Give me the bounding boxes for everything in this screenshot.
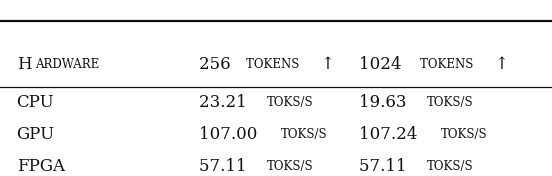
Text: 19.63: 19.63 xyxy=(359,95,412,111)
Text: TOKS/S: TOKS/S xyxy=(281,128,327,141)
Text: 1024: 1024 xyxy=(359,56,407,73)
Text: TOKS/S: TOKS/S xyxy=(267,160,314,173)
Text: 107.00: 107.00 xyxy=(199,126,262,143)
Text: H: H xyxy=(17,56,31,73)
Text: 107.24: 107.24 xyxy=(359,126,422,143)
Text: FPGA: FPGA xyxy=(17,158,65,175)
Text: TOKS/S: TOKS/S xyxy=(427,96,474,109)
Text: TOKS/S: TOKS/S xyxy=(427,160,474,173)
Text: ARDWARE: ARDWARE xyxy=(35,58,100,71)
Text: TOKS/S: TOKS/S xyxy=(267,96,314,109)
Text: ↑: ↑ xyxy=(494,56,508,73)
Text: CPU: CPU xyxy=(17,95,54,111)
Text: ↑: ↑ xyxy=(320,56,334,73)
Text: 23.21: 23.21 xyxy=(199,95,252,111)
Text: TOKS/S: TOKS/S xyxy=(441,128,487,141)
Text: TOKENS: TOKENS xyxy=(421,58,477,71)
Text: 57.11: 57.11 xyxy=(359,158,412,175)
Text: GPU: GPU xyxy=(17,126,55,143)
Text: TOKENS: TOKENS xyxy=(246,58,304,71)
Text: 57.11: 57.11 xyxy=(199,158,252,175)
Text: 256: 256 xyxy=(199,56,236,73)
